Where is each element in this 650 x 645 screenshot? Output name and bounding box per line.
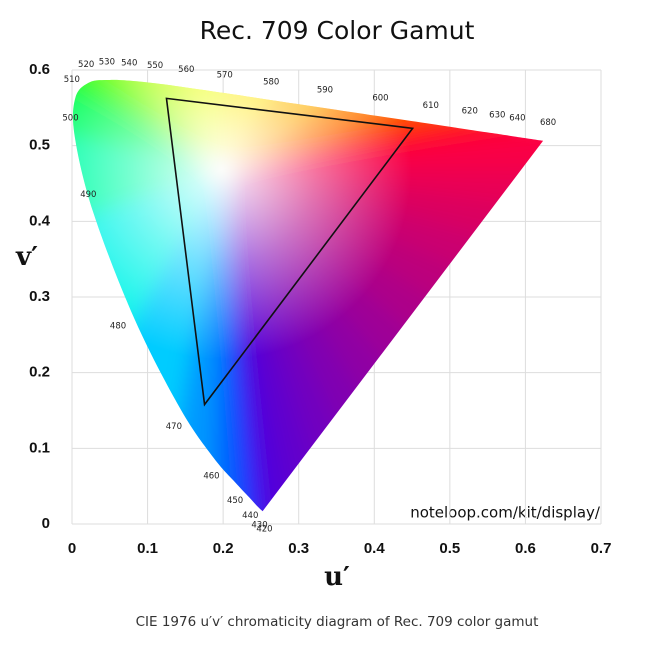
wavelength-label: 630 [489,111,505,121]
y-axis-label: v′ [15,242,38,272]
wavelength-label: 470 [166,422,182,432]
y-tick-label: 0.1 [29,439,50,456]
wavelength-label: 590 [317,85,333,95]
wavelength-label: 460 [203,471,219,481]
x-tick-label: 0.1 [137,540,158,557]
x-tick-label: 0.3 [288,540,309,557]
wavelength-label: 540 [121,58,137,68]
x-tick-label: 0 [68,540,76,557]
y-tick-label: 0 [42,515,50,532]
y-tick-label: 0.5 [29,137,50,154]
wavelength-label: 510 [64,75,80,85]
wavelength-label: 560 [178,65,194,75]
x-axis-label: u′ [324,562,350,592]
wavelength-label: 550 [147,61,163,71]
wavelength-label: 620 [462,107,478,117]
wavelength-label: 580 [263,77,279,87]
wavelength-label: 500 [62,113,78,123]
rec709-triangle [165,97,415,407]
y-tick-label: 0.6 [29,61,50,78]
x-tick-label: 0.2 [213,540,234,557]
wavelength-label: 610 [423,101,439,111]
x-tick-label: 0.6 [515,540,536,557]
watermark: noteloop.com/kit/display/ [410,504,601,522]
wavelength-label: 480 [110,322,126,332]
wavelength-label: 530 [99,57,115,67]
wavelength-label: 680 [540,118,556,128]
wavelength-label: 450 [227,496,243,506]
wavelength-label: 490 [80,190,96,200]
x-tick-label: 0.4 [364,540,386,557]
wavelength-label: 520 [78,60,94,70]
wavelength-label: 600 [372,93,388,103]
wavelength-label: 640 [509,114,525,124]
y-tick-label: 0.4 [29,212,51,229]
wavelength-label: 570 [217,71,233,81]
wavelength-label: 420 [256,525,272,535]
wavelength-label: 440 [242,511,258,521]
x-tick-label: 0.5 [439,540,460,557]
y-tick-label: 0.2 [29,364,50,381]
wavelength-label: 430 [251,520,267,530]
caption: CIE 1976 u′v′ chromaticity diagram of Re… [136,614,539,630]
x-tick-label: 0.7 [591,540,612,557]
chart-title: Rec. 709 Color Gamut [200,16,475,45]
y-tick-label: 0.3 [29,288,50,305]
